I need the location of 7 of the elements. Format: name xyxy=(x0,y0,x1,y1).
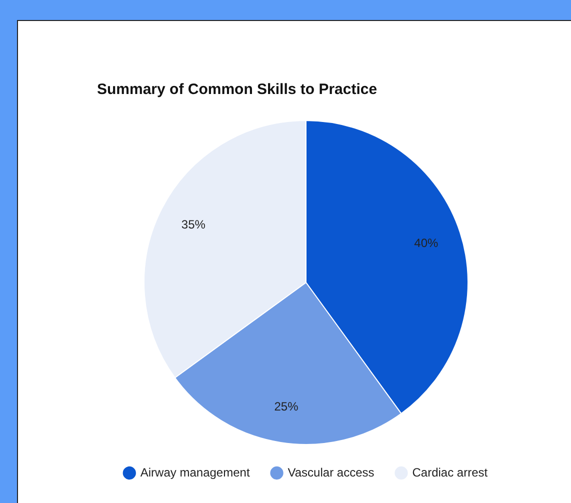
data-label: 25% xyxy=(274,400,299,414)
data-label: 40% xyxy=(414,236,439,250)
legend-label: Vascular access xyxy=(288,465,374,480)
data-label: 35% xyxy=(181,217,206,232)
legend-label: Cardiac arrest xyxy=(412,465,488,480)
chart-title: Summary of Common Skills to Practice xyxy=(97,81,378,98)
legend-label: Airway management xyxy=(140,465,250,480)
